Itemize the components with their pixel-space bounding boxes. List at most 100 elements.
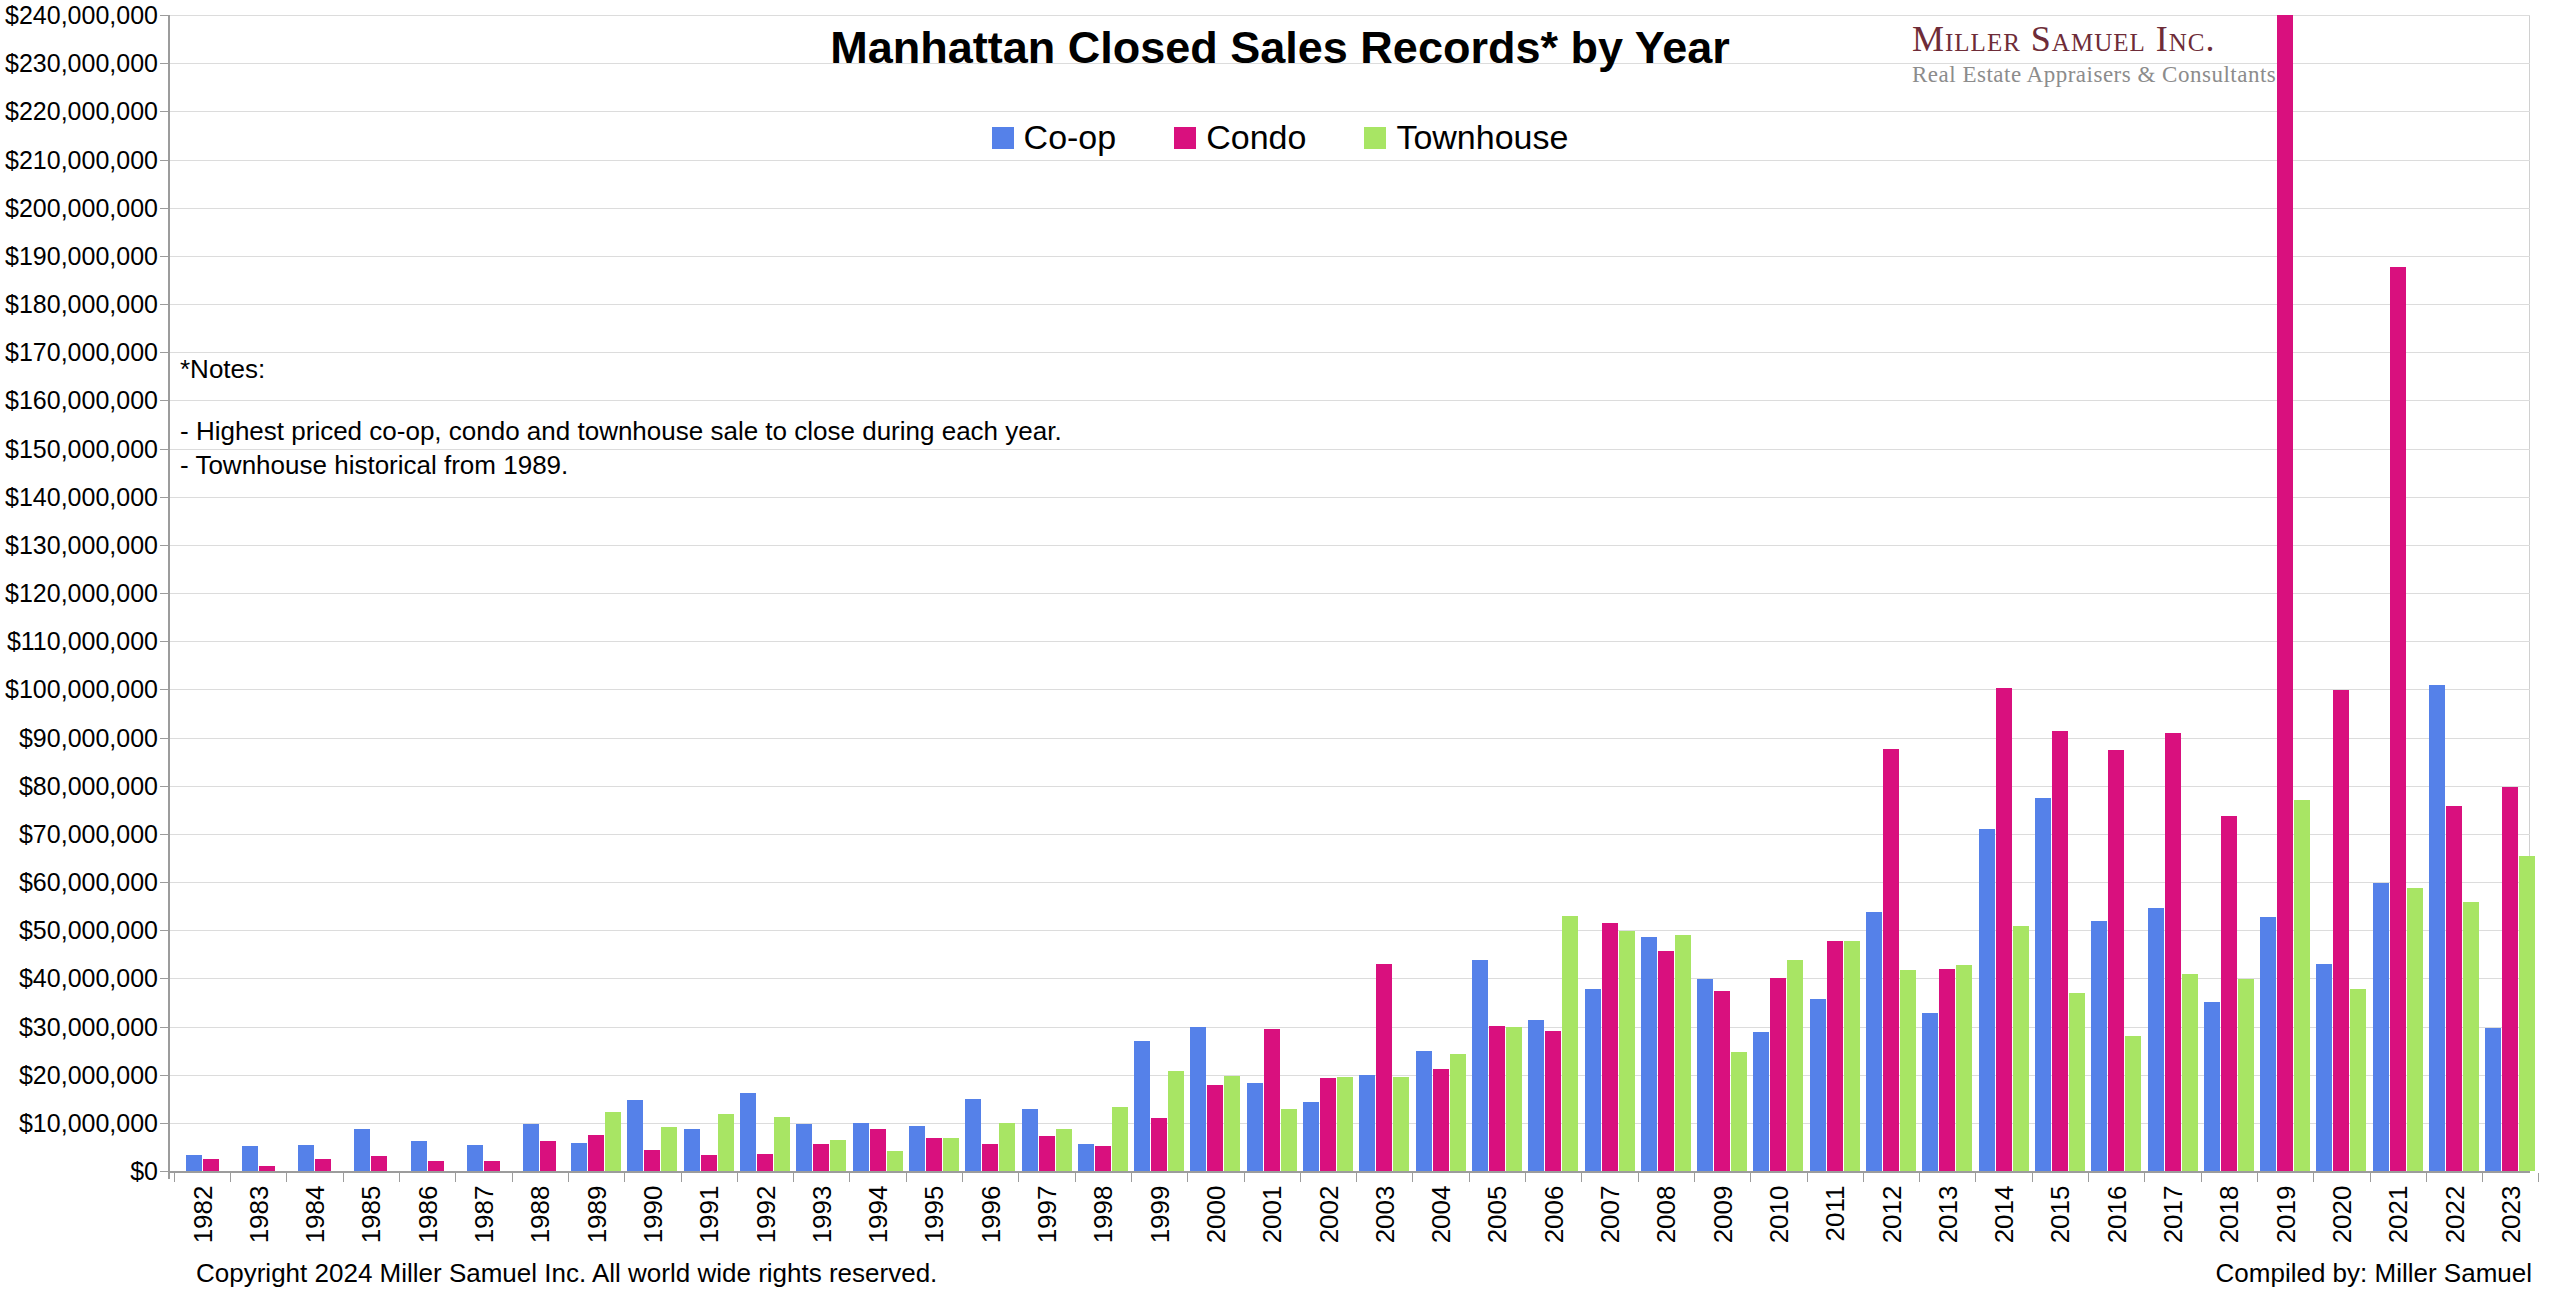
bar-2005-coop: [1472, 960, 1488, 1171]
y-axis-tick: [160, 689, 168, 690]
x-axis-tick: [286, 1173, 287, 1182]
bar-2020-townhouse: [2350, 989, 2366, 1171]
bar-group-2003: [1359, 964, 1409, 1171]
bar-1997-coop: [1022, 1109, 1038, 1171]
x-label-1988: 1988: [525, 1186, 555, 1281]
bar-1982-condo: [203, 1159, 219, 1171]
chart-page: Manhattan Closed Sales Records* by Year …: [0, 0, 2560, 1298]
bar-1992-coop: [740, 1093, 756, 1171]
y-axis-label: $150,000,000: [0, 435, 158, 463]
y-axis-label: $20,000,000: [0, 1061, 158, 1089]
bar-2022-coop: [2429, 685, 2445, 1171]
x-axis-tick: [455, 1173, 456, 1182]
y-axis-tick: [160, 497, 168, 498]
y-axis-label: $70,000,000: [0, 820, 158, 848]
bar-2016-condo: [2108, 750, 2124, 1171]
bar-1990-townhouse: [661, 1127, 677, 1171]
bar-group-2016: [2091, 750, 2141, 1171]
bar-2023-condo: [2502, 787, 2518, 1171]
logo-company-name: Miller Samuel Inc.: [1912, 18, 2276, 60]
y-axis-tick: [160, 256, 168, 257]
x-label-1994: 1994: [863, 1186, 893, 1281]
bar-2014-townhouse: [2013, 926, 2029, 1171]
bar-2017-townhouse: [2182, 974, 2198, 1171]
y-axis-tick: [160, 641, 168, 642]
x-label-1982: 1982: [187, 1186, 217, 1281]
x-axis-tick: [2257, 1173, 2258, 1182]
bar-2010-townhouse: [1787, 960, 1803, 1171]
bar-2012-coop: [1866, 912, 1882, 1171]
bar-group-1996: [965, 1099, 1015, 1171]
y-axis-tick: [160, 352, 168, 353]
x-label-2002: 2002: [1313, 1186, 1343, 1281]
y-axis-label: $80,000,000: [0, 772, 158, 800]
legend-swatch-townhouse: [1364, 127, 1386, 149]
x-axis-tick: [1807, 1173, 1808, 1182]
x-label-2012: 2012: [1876, 1186, 1906, 1281]
y-axis-label: $0: [0, 1157, 158, 1185]
x-axis-tick: [1300, 1173, 1301, 1182]
x-axis-tick: [2201, 1173, 2202, 1182]
bar-2002-townhouse: [1337, 1077, 1353, 1171]
bar-1990-coop: [627, 1100, 643, 1171]
bar-group-1983: [242, 1146, 275, 1171]
bar-2015-townhouse: [2069, 993, 2085, 1171]
bar-group-2012: [1866, 749, 1916, 1171]
bar-2010-condo: [1770, 978, 1786, 1171]
x-axis-tick: [1581, 1173, 1582, 1182]
bar-group-2004: [1416, 1051, 1466, 1171]
bar-2011-townhouse: [1844, 941, 1860, 1171]
bar-2011-coop: [1810, 999, 1826, 1171]
bar-1988-condo: [540, 1141, 556, 1171]
bar-group-1997: [1022, 1109, 1072, 1171]
bar-group-1994: [853, 1123, 903, 1171]
bar-1998-townhouse: [1112, 1107, 1128, 1171]
bar-2018-coop: [2204, 1002, 2220, 1171]
x-axis-tick: [849, 1173, 850, 1182]
y-axis-tick: [160, 160, 168, 161]
bar-2020-coop: [2316, 964, 2332, 1171]
x-axis-tick: [230, 1173, 231, 1182]
bar-1996-condo: [982, 1144, 998, 1171]
bar-1993-townhouse: [830, 1140, 846, 1171]
y-axis-tick: [160, 400, 168, 401]
bar-group-1990: [627, 1100, 677, 1171]
bar-group-2020: [2316, 690, 2366, 1171]
note-line-2: - Townhouse historical from 1989.: [180, 448, 1062, 482]
y-axis-label: $10,000,000: [0, 1109, 158, 1137]
x-label-2010: 2010: [1763, 1186, 1793, 1281]
bar-1995-condo: [926, 1138, 942, 1171]
x-axis-tick: [906, 1173, 907, 1182]
x-label-1986: 1986: [412, 1186, 442, 1281]
y-axis-label: $90,000,000: [0, 724, 158, 752]
bar-group-2022: [2429, 685, 2479, 1171]
x-label-1983: 1983: [243, 1186, 273, 1281]
bar-1986-coop: [411, 1141, 427, 1171]
x-label-2022: 2022: [2439, 1186, 2469, 1281]
bar-2011-condo: [1827, 941, 1843, 1171]
x-axis-tick: [568, 1173, 569, 1182]
x-axis-tick: [1863, 1173, 1864, 1182]
x-axis-tick: [1694, 1173, 1695, 1182]
bar-1987-condo: [484, 1161, 500, 1171]
legend-item-townhouse: Townhouse: [1364, 118, 1568, 157]
bar-1984-coop: [298, 1145, 314, 1171]
y-axis-tick: [160, 304, 168, 305]
y-axis-label: $240,000,000: [0, 1, 158, 29]
bar-2019-coop: [2260, 917, 2276, 1171]
x-axis-tick: [343, 1173, 344, 1182]
bar-group-1995: [909, 1126, 959, 1171]
x-label-2018: 2018: [2214, 1186, 2244, 1281]
bar-2006-condo: [1545, 1031, 1561, 1171]
x-label-1992: 1992: [750, 1186, 780, 1281]
y-axis-label: $40,000,000: [0, 964, 158, 992]
gridline: [170, 256, 2530, 257]
bar-1993-coop: [796, 1124, 812, 1171]
bar-group-2013: [1922, 965, 1972, 1171]
bar-group-2006: [1528, 916, 1578, 1171]
bar-2016-townhouse: [2125, 1036, 2141, 1171]
y-axis-tick: [160, 593, 168, 594]
x-label-2003: 2003: [1369, 1186, 1399, 1281]
bar-1985-condo: [371, 1156, 387, 1171]
bar-group-2007: [1585, 923, 1635, 1171]
